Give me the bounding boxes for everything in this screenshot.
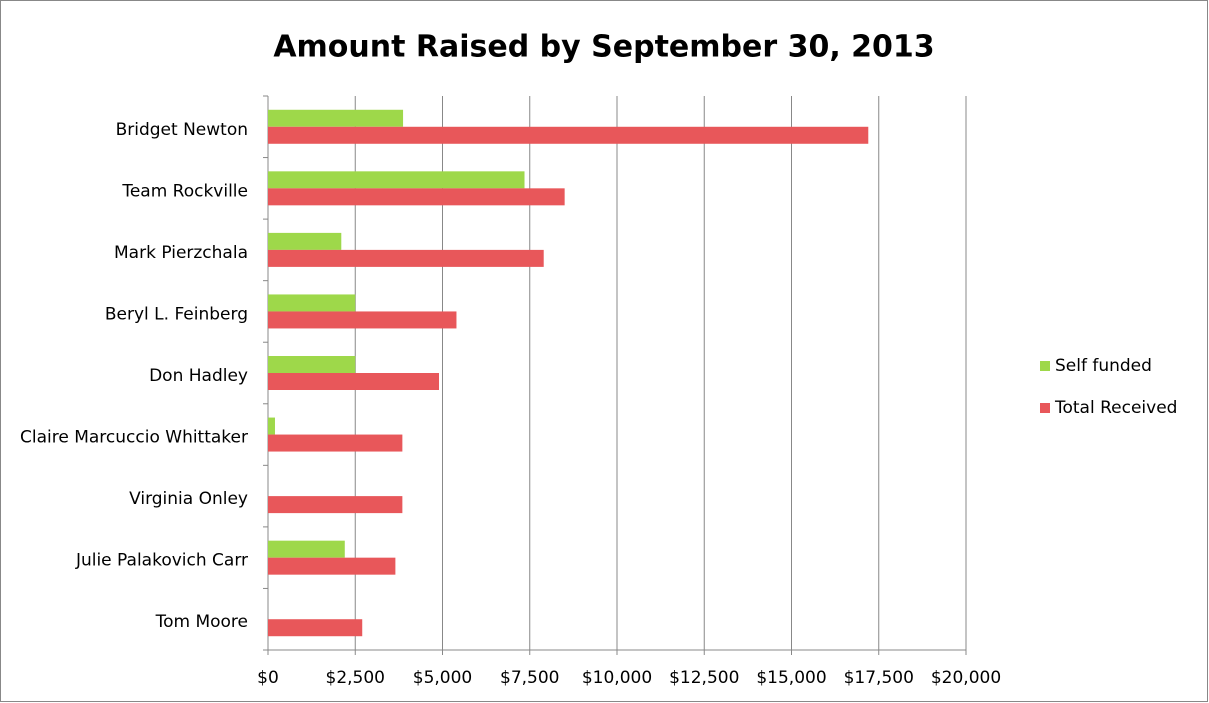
legend-swatch [1040, 403, 1050, 413]
bar [268, 249, 544, 267]
y-tick-label: Don Hadley [149, 366, 248, 386]
x-tick-label: $5,000 [413, 668, 472, 688]
bar [268, 557, 396, 575]
y-tick-label: Mark Pierzchala [114, 243, 248, 263]
bar [268, 496, 403, 514]
bar [268, 619, 363, 637]
bar [268, 356, 356, 373]
bar [268, 373, 440, 390]
y-tick-label: Beryl L. Feinberg [105, 304, 248, 324]
bar [268, 126, 869, 144]
bar [268, 417, 275, 435]
bar [268, 434, 403, 452]
y-tick-label: Julie Palakovich Carr [75, 551, 248, 571]
y-tick-label: Bridget Newton [116, 120, 248, 140]
legend-swatch [1040, 361, 1050, 371]
x-tick-label: $15,000 [756, 668, 826, 688]
y-tick-label: Virginia Onley [129, 489, 248, 509]
x-tick-label: $10,000 [582, 668, 652, 688]
bar [268, 294, 356, 312]
bar [268, 311, 457, 329]
y-tick-label: Team Rockville [121, 181, 248, 201]
x-tick-label: $7,500 [500, 668, 559, 688]
bar [268, 232, 342, 250]
legend-label: Total Received [1054, 398, 1177, 418]
bar [268, 188, 565, 206]
x-tick-label: $12,500 [669, 668, 739, 688]
x-tick-label: $2,500 [326, 668, 385, 688]
x-tick-label: $20,000 [931, 668, 1001, 688]
bar [268, 109, 404, 127]
y-tick-label: Claire Marcuccio Whittaker [20, 428, 248, 448]
x-tick-label: $0 [257, 668, 279, 688]
x-tick-label: $17,500 [844, 668, 914, 688]
bar [268, 171, 525, 189]
legend-label: Self funded [1055, 356, 1152, 376]
y-tick-label: Tom Moore [155, 612, 248, 632]
chart-title: Amount Raised by September 30, 2013 [273, 30, 934, 65]
bar [268, 540, 345, 558]
